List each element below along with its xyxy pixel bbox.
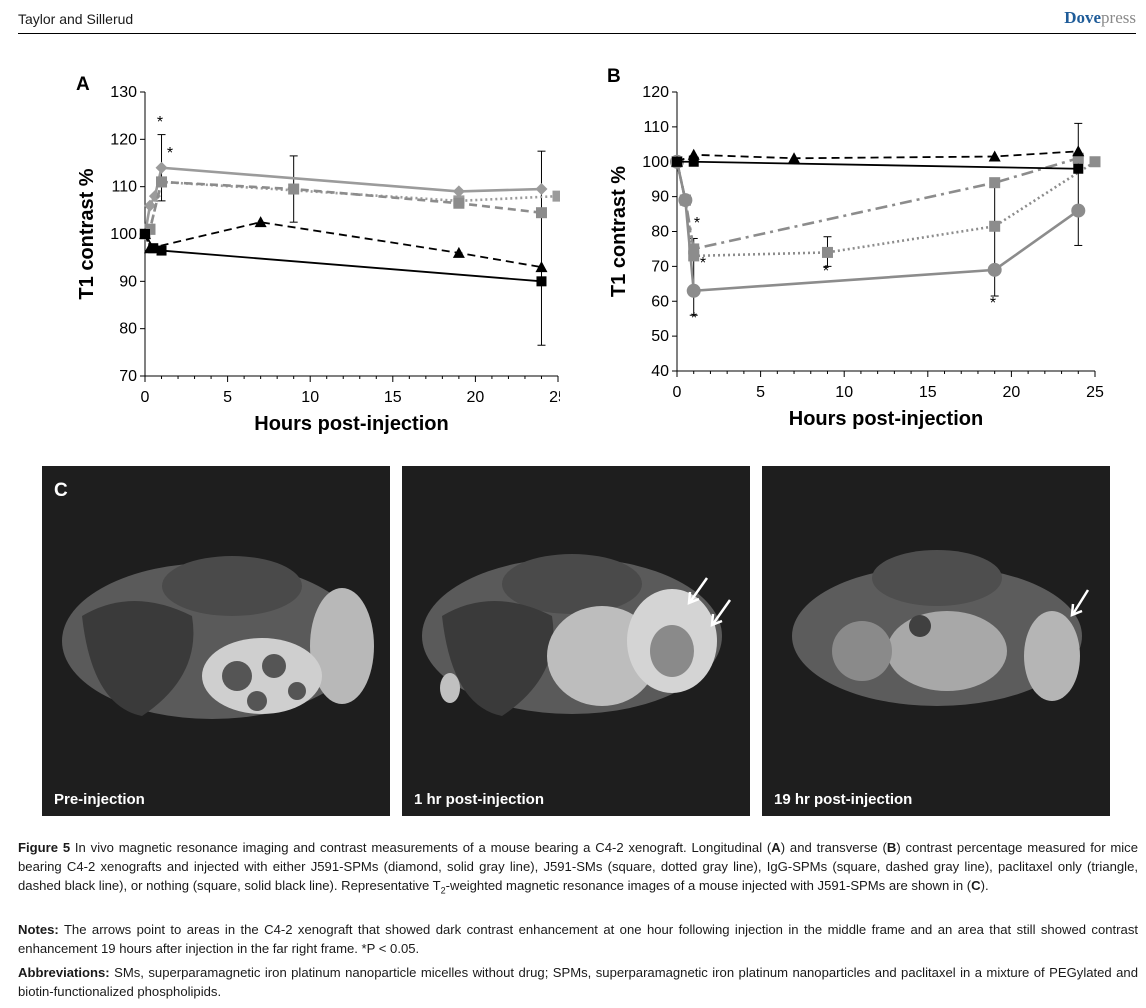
- data-point-square: [989, 177, 1001, 189]
- data-point-square: [453, 197, 465, 209]
- x-tick-label: 0: [673, 384, 682, 401]
- data-point-square: [688, 243, 700, 255]
- y-tick-label: 90: [119, 273, 137, 290]
- journal-logo: Dovepress: [1064, 8, 1136, 27]
- mri-slice-pre: [62, 556, 374, 719]
- y-tick-label: 90: [651, 189, 669, 206]
- panel-label-b: B: [607, 66, 621, 87]
- y-tick-label: 80: [651, 224, 669, 241]
- image-caption-pre: Pre-injection: [54, 791, 145, 808]
- y-tick-label: 70: [119, 368, 137, 385]
- header-rule: [18, 33, 1136, 34]
- series-line: [677, 160, 1079, 170]
- significance-marker: *: [990, 295, 996, 312]
- running-header-authors: Taylor and Sillerud: [18, 11, 134, 27]
- image-caption-19hr: 19 hr post-injection: [774, 791, 913, 808]
- data-point-square: [535, 207, 547, 219]
- x-tick-label: 25: [1086, 384, 1104, 401]
- y-tick-label: 110: [643, 119, 669, 136]
- x-tick-label: 25: [549, 389, 560, 406]
- significance-marker: *: [691, 310, 697, 327]
- mri-image-pre: C Pre-injection: [42, 466, 390, 816]
- data-point-square: [821, 246, 833, 258]
- y-axis-label: T1 contrast %: [76, 168, 98, 299]
- y-tick-label: 130: [110, 84, 137, 101]
- data-point-square: [1072, 152, 1084, 164]
- mri-slice-19hr: [792, 550, 1090, 706]
- y-tick-label: 80: [119, 321, 137, 338]
- data-point-triangle: [788, 152, 801, 164]
- series-line: [675, 161, 1080, 293]
- y-tick-label: 120: [110, 131, 137, 148]
- data-point-circle: [1071, 203, 1086, 218]
- data-point-square: [1089, 156, 1101, 168]
- mri-slice-1hr: [422, 554, 732, 716]
- x-tick-label: 5: [756, 384, 765, 401]
- data-point-square: [140, 229, 150, 239]
- data-point-square: [156, 245, 167, 256]
- x-axis-label: Hours post-injection: [254, 413, 448, 435]
- x-tick-label: 15: [384, 389, 402, 406]
- y-tick-label: 100: [110, 226, 137, 243]
- significance-marker: *: [823, 263, 829, 280]
- data-point-triangle: [535, 261, 548, 273]
- significance-marker: *: [700, 255, 706, 272]
- arrow-icon: [1070, 589, 1090, 617]
- y-axis-label: T1 contrast %: [608, 166, 630, 297]
- y-tick-label: 70: [651, 258, 669, 275]
- x-tick-label: 20: [467, 389, 485, 406]
- series-line: [144, 221, 542, 269]
- y-tick-label: 110: [111, 179, 137, 196]
- y-tick-label: 100: [642, 154, 669, 171]
- data-point-square: [989, 220, 1001, 232]
- data-point-square: [688, 156, 699, 167]
- figure-caption: Figure 5 In vivo magnetic resonance imag…: [18, 840, 1139, 896]
- data-point-diamond: [143, 199, 156, 212]
- x-tick-label: 0: [141, 389, 150, 406]
- series-line: [676, 150, 1079, 163]
- data-point-square: [156, 176, 168, 188]
- data-point-triangle: [1072, 145, 1085, 157]
- x-tick-label: 5: [223, 389, 232, 406]
- data-point-diamond: [452, 185, 465, 198]
- panel-label-c: C: [54, 480, 68, 501]
- y-tick-label: 50: [651, 328, 669, 345]
- significance-marker: *: [694, 215, 700, 232]
- data-point-square: [288, 183, 300, 195]
- series-line: [675, 157, 1079, 251]
- data-point-square: [672, 156, 682, 167]
- mri-image-19hr: 19 hr post-injection: [762, 466, 1110, 816]
- data-point-circle: [987, 262, 1002, 277]
- chart-b: B 40 50 60 70 80 90 100 110 120 0 5 10 15 20 25 Hours p…: [607, 66, 1104, 430]
- data-point-square: [1073, 163, 1084, 174]
- x-tick-label: 20: [1003, 384, 1021, 401]
- data-point-circle: [686, 283, 701, 298]
- image-caption-1hr: 1 hr post-injection: [414, 791, 545, 808]
- data-point-triangle: [254, 216, 267, 228]
- significance-marker: *: [157, 114, 163, 131]
- data-point-square: [148, 243, 159, 254]
- x-axis-label: Hours post-injection: [789, 408, 983, 430]
- x-tick-label: 15: [919, 384, 937, 401]
- y-tick-label: 120: [642, 84, 669, 101]
- mri-image-1hr: 1 hr post-injection: [402, 466, 750, 816]
- x-tick-label: 10: [835, 384, 853, 401]
- data-point-square: [552, 190, 560, 202]
- x-tick-label: 10: [301, 389, 319, 406]
- data-point-square: [536, 276, 547, 287]
- figure-abbreviations: Abbreviations: SMs, superparamagnetic ir…: [18, 965, 1138, 999]
- data-point-triangle: [988, 150, 1001, 162]
- data-point-square: [688, 250, 700, 262]
- y-tick-label: 60: [651, 293, 669, 310]
- chart-a: A 70 80 90 100 110 120 130 0 5 10 15 20 25 Hours post…: [76, 74, 560, 435]
- data-point-diamond: [535, 183, 548, 196]
- data-point-diamond: [155, 161, 168, 174]
- data-point-square: [679, 194, 691, 206]
- y-tick-label: 40: [651, 363, 669, 380]
- significance-marker: *: [167, 145, 173, 162]
- figure-notes: Notes: The arrows point to areas in the …: [18, 922, 1139, 956]
- panel-label-a: A: [76, 74, 90, 95]
- data-point-triangle: [452, 246, 465, 258]
- arrow-icon: [687, 577, 732, 627]
